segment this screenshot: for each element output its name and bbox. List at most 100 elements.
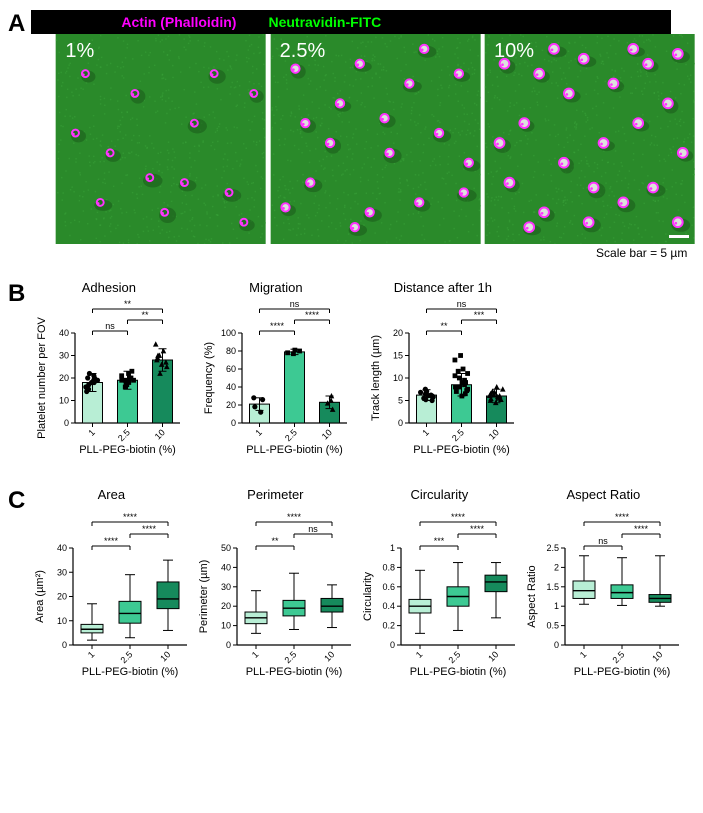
svg-text:10: 10	[323, 649, 337, 663]
svg-text:2: 2	[554, 562, 559, 572]
chart-title: Adhesion	[82, 280, 136, 295]
svg-text:**: **	[441, 321, 449, 331]
svg-text:5: 5	[398, 396, 403, 406]
svg-text:PLL-PEG-biotin (%): PLL-PEG-biotin (%)	[410, 666, 507, 678]
chart-title: Perimeter	[247, 487, 303, 502]
svg-text:10: 10	[59, 396, 69, 406]
chart-perimeter: Perimeter01020304050Perimeter (µm)12.510…	[195, 487, 355, 679]
svg-text:10: 10	[153, 427, 167, 441]
box-plot: 01020304050Perimeter (µm)12.510PLL-PEG-b…	[195, 504, 355, 679]
svg-text:ns: ns	[106, 321, 116, 331]
scale-bar	[669, 235, 689, 238]
svg-text:40: 40	[221, 562, 231, 572]
svg-text:****: ****	[451, 512, 466, 522]
svg-text:****: ****	[123, 512, 138, 522]
svg-text:PLL-PEG-biotin (%): PLL-PEG-biotin (%)	[247, 444, 344, 456]
micrograph-label: 10%	[494, 40, 534, 63]
svg-text:****: ****	[634, 524, 649, 534]
svg-text:Track length (µm): Track length (µm)	[370, 335, 382, 421]
svg-text:1: 1	[578, 649, 589, 660]
micrograph-label: 1%	[65, 40, 94, 63]
chart-distance: Distance after 1h05101520Track length (µ…	[365, 280, 520, 457]
panel-a-label: A	[8, 10, 25, 38]
svg-text:1: 1	[87, 427, 98, 438]
svg-text:10: 10	[487, 427, 501, 441]
svg-text:0: 0	[231, 418, 236, 428]
chart-migration: Migration020406080100Frequency (%)12.510…	[198, 280, 353, 457]
svg-text:1.5: 1.5	[547, 582, 560, 592]
scale-bar-text: Scale bar = 5 µm	[25, 246, 687, 260]
panel-c: C Area010203040Area (µm²)12.510PLL-PEG-b…	[8, 487, 683, 679]
svg-text:***: ***	[434, 536, 445, 546]
svg-text:1: 1	[390, 543, 395, 553]
svg-text:Circularity: Circularity	[362, 572, 374, 621]
svg-text:0.6: 0.6	[383, 582, 396, 592]
svg-text:Frequency (%): Frequency (%)	[203, 342, 215, 414]
svg-text:**: **	[272, 536, 280, 546]
chart-title: Circularity	[410, 487, 468, 502]
svg-text:2.5: 2.5	[447, 649, 463, 665]
svg-text:0.2: 0.2	[383, 621, 396, 631]
svg-text:1: 1	[254, 427, 265, 438]
svg-text:40: 40	[59, 328, 69, 338]
legend-actin: Actin (Phalloidin)	[121, 14, 236, 30]
micrograph-2.5: 2.5%	[270, 34, 481, 244]
chart-area: Area010203040Area (µm²)12.510PLL-PEG-bio…	[31, 487, 191, 679]
svg-text:20: 20	[57, 592, 67, 602]
chart-aspect: Aspect Ratio00.511.522.5Aspect Ratio12.5…	[523, 487, 683, 679]
svg-text:****: ****	[615, 512, 630, 522]
svg-text:40: 40	[226, 382, 236, 392]
svg-text:15: 15	[393, 351, 403, 361]
box-plot: 0 0.2 0.4 0.6 0.8 1 Circularity 1 2.5 10 PLL-PEG-b…	[359, 504, 519, 679]
panel-c-label: C	[8, 487, 25, 515]
svg-text:ns: ns	[290, 299, 300, 309]
svg-text:0: 0	[64, 418, 69, 428]
svg-text:0: 0	[62, 640, 67, 650]
svg-text:Aspect Ratio: Aspect Ratio	[526, 565, 538, 627]
svg-text:10: 10	[393, 373, 403, 383]
svg-text:30: 30	[221, 582, 231, 592]
svg-text:1: 1	[250, 649, 261, 660]
box-plot: 00.511.522.5Aspect Ratio12.510PLL-PEG-bi…	[523, 504, 683, 679]
svg-text:PLL-PEG-biotin (%): PLL-PEG-biotin (%)	[82, 666, 179, 678]
svg-text:***: ***	[474, 310, 485, 320]
legend-neutra: Neutravidin-FITC	[268, 14, 381, 30]
svg-text:10: 10	[487, 649, 501, 663]
svg-text:2.5: 2.5	[611, 649, 627, 665]
panel-a: A Actin (Phalloidin) Neutravidin-FITC 1%…	[8, 10, 683, 260]
panel-b-label: B	[8, 280, 25, 308]
svg-text:2.5: 2.5	[116, 427, 132, 443]
svg-text:10: 10	[320, 427, 334, 441]
svg-text:PLL-PEG-biotin (%): PLL-PEG-biotin (%)	[414, 444, 511, 456]
svg-text:40: 40	[57, 543, 67, 553]
svg-text:****: ****	[305, 310, 320, 320]
svg-text:1: 1	[414, 649, 425, 660]
svg-text:Perimeter (µm): Perimeter (µm)	[198, 560, 210, 634]
svg-text:0.4: 0.4	[383, 601, 396, 611]
panel-b: B Adhesion010203040Platelet number per F…	[8, 280, 683, 457]
svg-text:20: 20	[221, 601, 231, 611]
svg-text:10: 10	[651, 649, 665, 663]
svg-text:0: 0	[390, 640, 395, 650]
svg-text:****: ****	[142, 524, 157, 534]
svg-text:100: 100	[221, 328, 236, 338]
svg-text:****: ****	[104, 536, 119, 546]
svg-text:ns: ns	[599, 536, 609, 546]
svg-text:0: 0	[398, 418, 403, 428]
svg-text:0.8: 0.8	[383, 562, 396, 572]
svg-text:****: ****	[470, 524, 485, 534]
svg-text:ns: ns	[457, 299, 467, 309]
chart-title: Distance after 1h	[394, 280, 492, 295]
svg-text:30: 30	[57, 567, 67, 577]
micrograph-row: 1% 2.5% 10%	[55, 34, 695, 244]
svg-text:1: 1	[554, 601, 559, 611]
svg-text:2.5: 2.5	[119, 649, 135, 665]
chart-circularity: Circularity 0 0.2 0.4 0.6 0.8 1 Circularity 1 2.5…	[359, 487, 519, 679]
svg-text:****: ****	[287, 512, 302, 522]
micrograph-10: 10%	[484, 34, 695, 244]
svg-text:10: 10	[221, 621, 231, 631]
svg-text:20: 20	[59, 373, 69, 383]
chart-adhesion: Adhesion010203040Platelet number per FOV…	[31, 280, 186, 457]
legend-bar: Actin (Phalloidin) Neutravidin-FITC	[31, 10, 671, 34]
svg-text:10: 10	[159, 649, 173, 663]
